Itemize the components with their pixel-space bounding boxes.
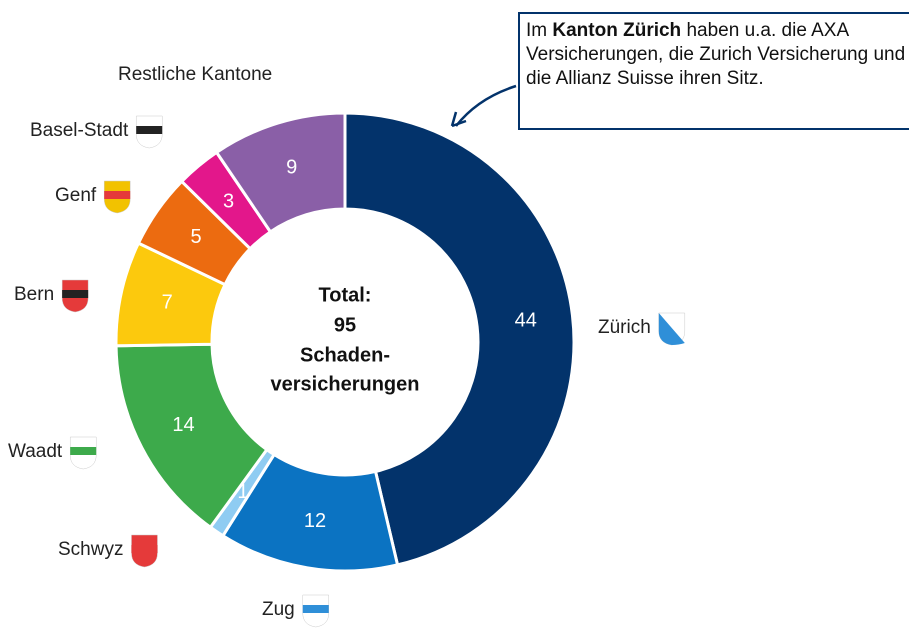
annotation-part: Im (526, 20, 553, 41)
data-label: 3 (223, 190, 234, 212)
data-label: 14 (172, 414, 194, 436)
annotation-part: haben u.a. die AXA Versicherungen, die Z… (526, 20, 906, 89)
canton-flag-detail (62, 290, 89, 298)
center-label: Total: (319, 284, 372, 306)
data-label: 44 (515, 309, 537, 331)
center-sublabel: Schaden- (300, 344, 390, 366)
data-label: 9 (286, 156, 297, 178)
canton-flag-detail (70, 447, 97, 455)
category-label: Schwyz (58, 539, 123, 560)
category-label: Basel-Stadt (30, 120, 129, 141)
category-label: Bern (14, 284, 54, 305)
category-label: Zürich (598, 317, 651, 338)
data-label: 1 (237, 481, 248, 503)
center-sublabel: versicherungen (271, 373, 420, 395)
annotation-bold: Kanton Zürich (552, 20, 682, 41)
data-label: 5 (190, 226, 201, 248)
donut-segment (343, 111, 576, 567)
annotation-text: Im Kanton Zürich haben u.a. die AXA Vers… (526, 19, 909, 91)
canton-flag-detail (136, 126, 163, 134)
arrow-head (450, 111, 467, 128)
category-label: Zug (262, 599, 295, 620)
canton-flag-detail (302, 605, 329, 613)
canton-flag-detail (658, 313, 685, 345)
data-label: 7 (162, 291, 173, 313)
annotation-arrow (455, 84, 517, 127)
category-label: Genf (55, 185, 97, 206)
category-label: Waadt (8, 441, 63, 462)
category-label: Restliche Kantone (118, 64, 272, 85)
donut-segment (214, 111, 347, 234)
canton-flag-detail (131, 545, 158, 553)
data-label: 12 (304, 510, 326, 532)
canton-flag-detail (104, 191, 131, 199)
center-total: 95 (334, 314, 356, 336)
annotation-box: Im Kanton Zürich haben u.a. die AXA Vers… (518, 12, 909, 130)
